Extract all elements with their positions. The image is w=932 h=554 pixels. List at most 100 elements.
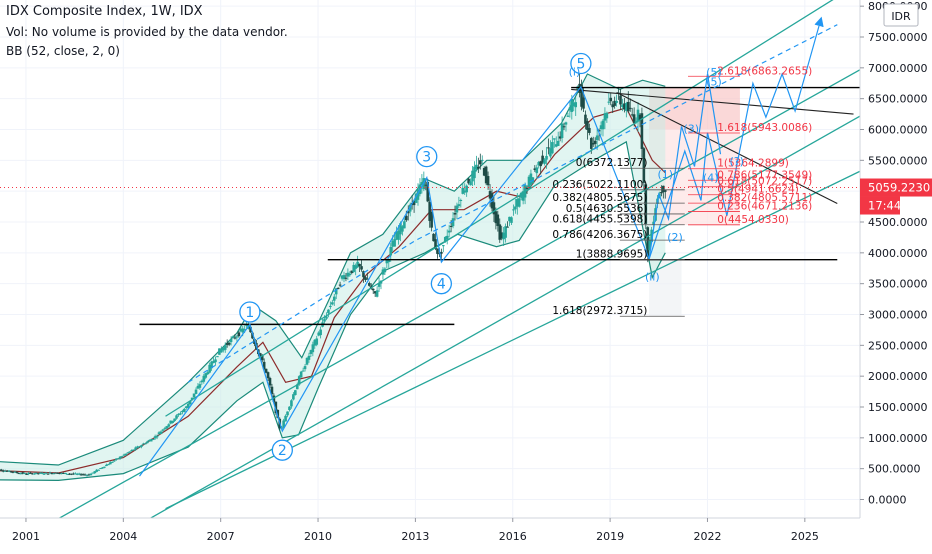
candle-body [200,380,204,383]
candle-body [628,107,632,109]
candle-body [198,384,202,388]
candle-body [498,224,502,240]
candle-body [288,406,291,411]
candle-body [391,240,394,247]
candle-body [186,403,190,409]
candle-body [72,473,75,475]
candle-body [453,213,457,215]
x-tick-label: 2025 [791,530,819,543]
candle-body [29,472,32,474]
candle-body [412,200,416,206]
candle-body [447,230,451,233]
candle-body [138,446,141,448]
candle-body [589,138,593,149]
candle-body [459,200,463,202]
candle-body [105,464,108,467]
candle-body [582,97,585,109]
candle-body [619,95,622,105]
wave-label: (2) [667,231,683,244]
candle-body [331,302,334,305]
candle-body [539,161,542,167]
candle-body [276,409,280,419]
candle-body [652,221,655,225]
candle-body [227,342,231,345]
candle-body [149,439,153,442]
candle-body [77,473,81,475]
candle-body [40,472,44,474]
candle-body [566,115,570,117]
candle-body [116,458,120,460]
candle-body [159,431,163,435]
candle-body [212,360,215,364]
wave-label: 4 [437,277,446,293]
y-tick-label: 3500.0000 [868,278,928,291]
fib-level-label: 0.786(4206.3675) [552,229,647,241]
x-tick-label: 2019 [596,530,624,543]
candle-body [294,390,297,396]
channel-line [149,115,860,518]
candle-body [601,120,605,130]
bollinger-lower [0,140,666,482]
candle-body [38,472,42,474]
candle-body [0,469,3,471]
candle-body [484,166,488,184]
candle-body [426,181,430,202]
candle-body [660,191,663,194]
fib-level-label: 0.382(4805.5675) [552,192,647,204]
candle-body [630,114,634,116]
fib-level-label: 1(3888.9695) [576,249,648,261]
candle-body [506,226,509,228]
candle-body [334,288,338,295]
candle-body [471,170,474,182]
candle-body [541,155,544,163]
candle-body [607,101,611,103]
candle-body [237,332,241,337]
candle-body [231,336,235,338]
candle-body [385,259,389,264]
candle-body [463,190,467,193]
candle-body [83,474,87,476]
candle-body [480,159,484,161]
candle-body [510,217,513,223]
wave-path [139,85,650,477]
candle-body [517,198,521,207]
candle-body [500,232,504,239]
candle-body [297,376,301,385]
candle-body [262,361,266,370]
candle-body [85,474,89,476]
fib-ext-label: 0.618(5072.2517) [717,176,812,188]
candle-body [25,473,28,475]
candle-body [204,373,208,378]
candle-body [611,104,615,108]
y-tick-label: 6000.0000 [868,124,928,137]
countdown-label: 17:44 [868,199,901,213]
candle-body [272,395,276,402]
candle-body [60,472,63,474]
candle-body [241,328,245,333]
candle-body [136,446,139,449]
y-tick-label: 1000.0000 [868,432,928,445]
candle-body [177,413,180,416]
y-tick-label: 500.0000 [868,463,921,476]
candle-body [295,384,299,390]
candle-body [307,355,311,360]
candle-body [424,184,428,186]
candle-body [11,471,15,473]
candle-body [492,202,496,215]
candle-body [477,166,480,169]
candle-body [488,191,492,199]
candle-body [327,309,330,314]
fib-level-label: 0.5(4630.5536) [566,203,648,215]
candle-body [605,112,609,119]
candle-body [81,474,85,476]
x-tick-label: 2016 [499,530,527,543]
candle-body [662,185,665,193]
candle-body [196,385,200,389]
candle-body [19,473,23,475]
candle-body [36,473,40,475]
candle-body [344,277,348,279]
candle-body [515,199,519,207]
candle-body [303,366,307,370]
candle-body [221,347,225,351]
